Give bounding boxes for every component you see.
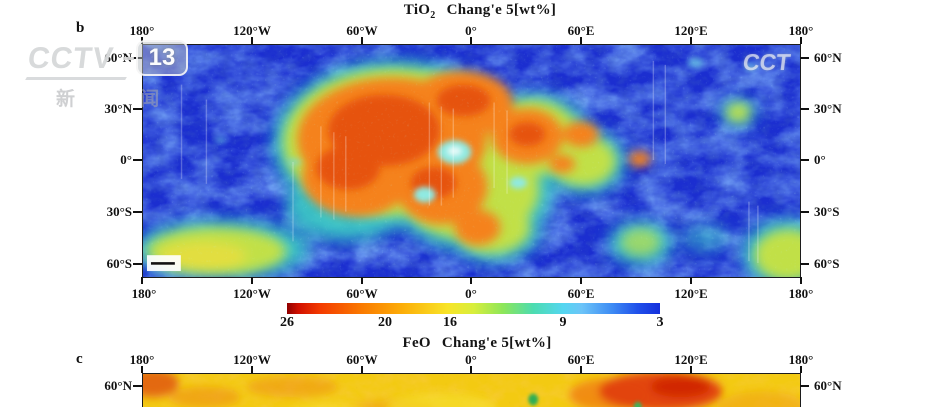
lon-label: 120°E	[674, 23, 708, 38]
lon-label: 60°E	[567, 286, 595, 301]
colorbar-tick: 16	[443, 315, 457, 330]
lon-label: 60°W	[346, 352, 378, 367]
channel-badge: 13	[136, 40, 188, 76]
axis-tick	[141, 277, 143, 284]
lon-label: 120°W	[233, 286, 271, 301]
channel-caption: 新 闻	[56, 89, 190, 110]
axis-tick	[251, 37, 253, 44]
lon-label: 0°	[465, 23, 477, 38]
axis-tick	[690, 277, 692, 284]
cctv-corner-watermark: CCT	[741, 49, 792, 75]
lat-label: 30°N	[814, 101, 842, 116]
panel-label-b: b	[76, 20, 85, 36]
lat-label: 60°N	[814, 378, 842, 393]
lat-label: 60°S	[106, 256, 132, 271]
colorbar-tick: 9	[559, 315, 567, 330]
lon-label: 60°E	[567, 23, 595, 38]
lon-label: 60°W	[346, 286, 378, 301]
axis-tick	[133, 159, 142, 161]
axis-tick	[361, 366, 363, 373]
lon-label: 180°	[788, 23, 814, 38]
lon-label: 0°	[465, 286, 477, 301]
panel-label-c: c	[76, 351, 83, 367]
axis-tick	[141, 366, 143, 373]
axis-tick	[690, 366, 692, 373]
feo-title-formula: FeO	[402, 335, 431, 351]
lat-label: 0°	[814, 152, 826, 167]
lat-label: 60°N	[104, 378, 132, 393]
colorbar	[287, 303, 660, 314]
feo-title-rest: Chang'e 5[wt%]	[441, 335, 552, 351]
feo-map-image	[143, 374, 800, 407]
axis-tick	[690, 37, 692, 44]
colorbar-tick: 20	[378, 315, 392, 330]
lon-label: 180°	[129, 352, 155, 367]
lat-label: 60°S	[814, 256, 840, 271]
lon-label: 180°	[129, 23, 155, 38]
lat-label: 30°N	[104, 101, 132, 116]
axis-tick	[251, 277, 253, 284]
colorbar-tick: 26	[280, 315, 294, 330]
lon-label: 120°W	[233, 23, 271, 38]
axis-tick	[361, 37, 363, 44]
axis-tick	[133, 211, 142, 213]
axis-tick	[133, 108, 142, 110]
axis-tick	[470, 277, 472, 284]
colorbar-tick: 3	[656, 315, 664, 330]
feo-title: FeO Chang'e 5[wt%]	[402, 335, 551, 352]
lat-label: 30°S	[106, 204, 132, 219]
tio2-map	[142, 44, 801, 278]
axis-tick	[133, 385, 142, 387]
lon-label: 180°	[131, 286, 157, 301]
lat-label: 60°N	[814, 50, 842, 65]
axis-tick	[800, 159, 809, 161]
axis-tick	[800, 211, 809, 213]
axis-tick	[580, 37, 582, 44]
lon-label: 60°E	[567, 352, 595, 367]
cctv-logo-dash	[123, 57, 134, 60]
tio2-title-formula: TiO2	[403, 2, 436, 21]
axis-tick	[800, 366, 802, 373]
lon-label: 0°	[465, 352, 477, 367]
scale-bar	[146, 255, 181, 272]
axis-tick	[800, 37, 802, 44]
axis-tick	[800, 277, 802, 284]
axis-tick	[800, 57, 809, 59]
axis-tick	[800, 385, 809, 387]
axis-tick	[580, 366, 582, 373]
axis-tick	[470, 366, 472, 373]
feo-map	[142, 373, 801, 407]
axis-tick	[361, 277, 363, 284]
axis-tick	[800, 108, 809, 110]
lon-label: 120°E	[674, 286, 708, 301]
cctv-logo-letters: CCTV	[26, 42, 116, 75]
lon-label: 60°W	[346, 23, 378, 38]
axis-tick	[800, 263, 809, 265]
cctv-logo-underline	[25, 77, 127, 80]
lat-label: 60°N	[104, 50, 132, 65]
lon-label: 120°W	[233, 352, 271, 367]
tio2-title: TiO2 Chang'e 5[wt%]	[404, 2, 556, 21]
tio2-map-image	[143, 45, 800, 277]
lon-label: 180°	[788, 286, 814, 301]
lon-label: 180°	[788, 352, 814, 367]
lat-label: 0°	[120, 152, 132, 167]
tio2-title-rest: Chang'e 5[wt%]	[446, 2, 557, 18]
axis-tick	[580, 277, 582, 284]
axis-tick	[470, 37, 472, 44]
axis-tick	[133, 263, 142, 265]
axis-tick	[251, 366, 253, 373]
lat-label: 30°S	[814, 204, 840, 219]
lon-label: 120°E	[674, 352, 708, 367]
